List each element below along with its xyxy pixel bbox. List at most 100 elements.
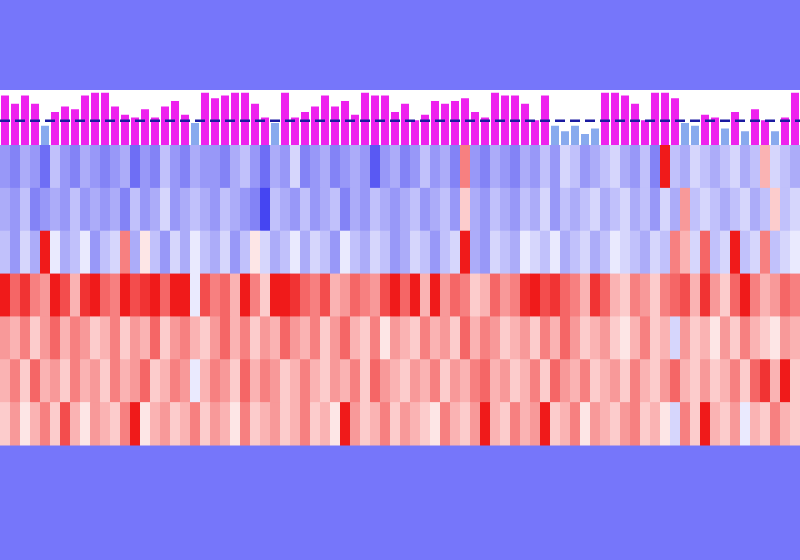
heatmap-cell bbox=[600, 273, 611, 317]
heatmap-cell bbox=[380, 273, 391, 317]
heatmap-cell bbox=[660, 359, 671, 403]
heatmap-cell bbox=[270, 230, 281, 275]
heatmap-cell bbox=[520, 359, 531, 403]
heatmap-cell bbox=[0, 359, 11, 403]
heatmap-cell bbox=[30, 359, 41, 403]
heatmap-cell bbox=[220, 402, 231, 446]
heatmap-cell bbox=[490, 187, 501, 232]
heatmap-cell bbox=[390, 230, 401, 275]
heatmap-cell bbox=[700, 273, 711, 317]
heatmap-cell bbox=[440, 230, 451, 275]
heatmap-cell bbox=[440, 316, 451, 360]
bar bbox=[121, 114, 129, 145]
heatmap-cell bbox=[650, 316, 661, 360]
heatmap-cell bbox=[610, 316, 621, 360]
heatmap-cell bbox=[140, 402, 151, 446]
bar bbox=[721, 128, 729, 145]
bar bbox=[151, 117, 159, 145]
heatmap-cell bbox=[160, 187, 171, 232]
heatmap-cell bbox=[720, 316, 731, 360]
heatmap-cell bbox=[760, 402, 771, 446]
heatmap-cell bbox=[410, 273, 421, 317]
heatmap-cell bbox=[790, 359, 800, 403]
heatmap-cell bbox=[100, 359, 111, 403]
heatmap-cell bbox=[760, 187, 771, 232]
heatmap-cell bbox=[450, 359, 461, 403]
heatmap-cell bbox=[60, 145, 71, 189]
heatmap-cell bbox=[130, 145, 141, 189]
heatmap-cell bbox=[770, 359, 781, 403]
heatmap-cell bbox=[80, 359, 91, 403]
heatmap-cell bbox=[650, 402, 661, 446]
bar bbox=[691, 125, 699, 145]
heatmap-cell bbox=[110, 187, 121, 232]
heatmap-cell bbox=[710, 316, 721, 360]
heatmap-cell bbox=[310, 359, 321, 403]
heatmap-cell bbox=[140, 273, 151, 317]
heatmap-cell bbox=[80, 402, 91, 446]
heatmap-cell bbox=[400, 316, 411, 360]
heatmap-cell bbox=[690, 145, 701, 189]
heatmap-cell bbox=[610, 187, 621, 232]
heatmap-cell bbox=[60, 359, 71, 403]
bar bbox=[331, 106, 339, 145]
heatmap-cell bbox=[270, 316, 281, 360]
bar bbox=[341, 101, 349, 145]
heatmap-cell bbox=[660, 273, 671, 317]
heatmap-cell bbox=[790, 273, 800, 317]
heatmap-cell bbox=[670, 273, 681, 317]
heatmap-cell bbox=[330, 145, 341, 189]
heatmap-cell bbox=[360, 145, 371, 189]
heatmap-cell bbox=[790, 316, 800, 360]
heatmap-cell bbox=[730, 402, 741, 446]
heatmap-cell bbox=[180, 273, 191, 317]
heatmap-cell bbox=[440, 187, 451, 232]
heatmap-cell bbox=[740, 230, 751, 275]
heatmap-cell bbox=[210, 187, 221, 232]
heatmap-cell bbox=[320, 402, 331, 446]
bar bbox=[521, 103, 529, 145]
heatmap-cell bbox=[500, 359, 511, 403]
heatmap-cell bbox=[0, 230, 11, 275]
heatmap-cell bbox=[570, 230, 581, 275]
heatmap-cell bbox=[510, 402, 521, 446]
heatmap-cell bbox=[300, 230, 311, 275]
heatmap-cell bbox=[180, 145, 191, 189]
heatmap-cell bbox=[610, 402, 621, 446]
heatmap-cell bbox=[580, 145, 591, 189]
heatmap-cell bbox=[120, 402, 131, 446]
heatmap-cell bbox=[540, 187, 551, 232]
heatmap-cell bbox=[10, 273, 21, 317]
heatmap-cell bbox=[270, 359, 281, 403]
heatmap-cell bbox=[490, 230, 501, 275]
heatmap-cell bbox=[770, 402, 781, 446]
heatmap-cell bbox=[520, 316, 531, 360]
bar bbox=[201, 92, 209, 145]
heatmap-cell bbox=[220, 273, 231, 317]
heatmap-cell bbox=[600, 402, 611, 446]
heatmap-cell bbox=[190, 230, 201, 275]
heatmap-cell bbox=[430, 402, 441, 446]
heatmap-cell bbox=[680, 145, 691, 189]
heatmap-cell bbox=[200, 145, 211, 189]
heatmap-cell bbox=[330, 316, 341, 360]
heatmap-cell bbox=[320, 359, 331, 403]
heatmap-cell bbox=[140, 316, 151, 360]
heatmap-cell bbox=[470, 145, 481, 189]
heatmap-cell bbox=[150, 230, 161, 275]
bar bbox=[651, 92, 659, 145]
heatmap-cell bbox=[240, 316, 251, 360]
heatmap-cell bbox=[700, 359, 711, 403]
heatmap-cell bbox=[160, 230, 171, 275]
heatmap-cell bbox=[610, 145, 621, 189]
bar bbox=[411, 120, 419, 145]
heatmap-cell bbox=[450, 145, 461, 189]
heatmap-cell bbox=[250, 273, 261, 317]
heatmap-cell bbox=[160, 145, 171, 189]
heatmap-cell bbox=[340, 359, 351, 403]
bar bbox=[61, 106, 69, 145]
heatmap-cell bbox=[160, 359, 171, 403]
heatmap-cell bbox=[410, 145, 421, 189]
heatmap-cell bbox=[490, 273, 501, 317]
heatmap-cell bbox=[120, 187, 131, 232]
